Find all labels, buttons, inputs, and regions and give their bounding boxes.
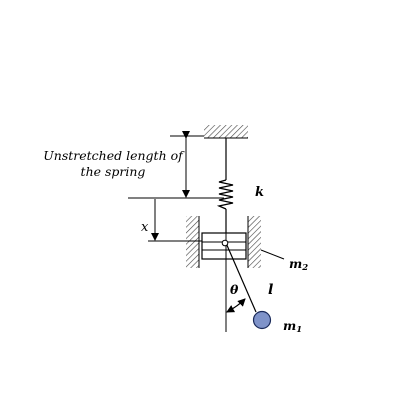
theta-label: θ	[230, 282, 239, 297]
x-displacement-dimension	[148, 199, 202, 242]
m2-leader-line	[260, 249, 285, 260]
k-label: k	[255, 185, 264, 200]
unstretched-length-dimension	[128, 131, 224, 199]
unstretched-length-label-line1: Unstretched length of	[43, 148, 185, 163]
pivot-point	[221, 239, 229, 247]
right-guide-wall	[247, 216, 261, 268]
spring	[216, 179, 234, 233]
mass-m1-bob	[252, 310, 272, 330]
left-guide-wall	[186, 216, 200, 268]
unstretched-length-label-line2: the spring	[81, 164, 146, 179]
x-label: x	[141, 220, 149, 235]
pendulum-rod	[225, 242, 257, 313]
ceiling-support	[204, 125, 248, 139]
length-l-label: l	[268, 282, 273, 298]
m2-label: m2	[289, 256, 308, 273]
theta-angle-arrow	[226, 298, 246, 313]
m1-label: m1	[283, 318, 302, 335]
